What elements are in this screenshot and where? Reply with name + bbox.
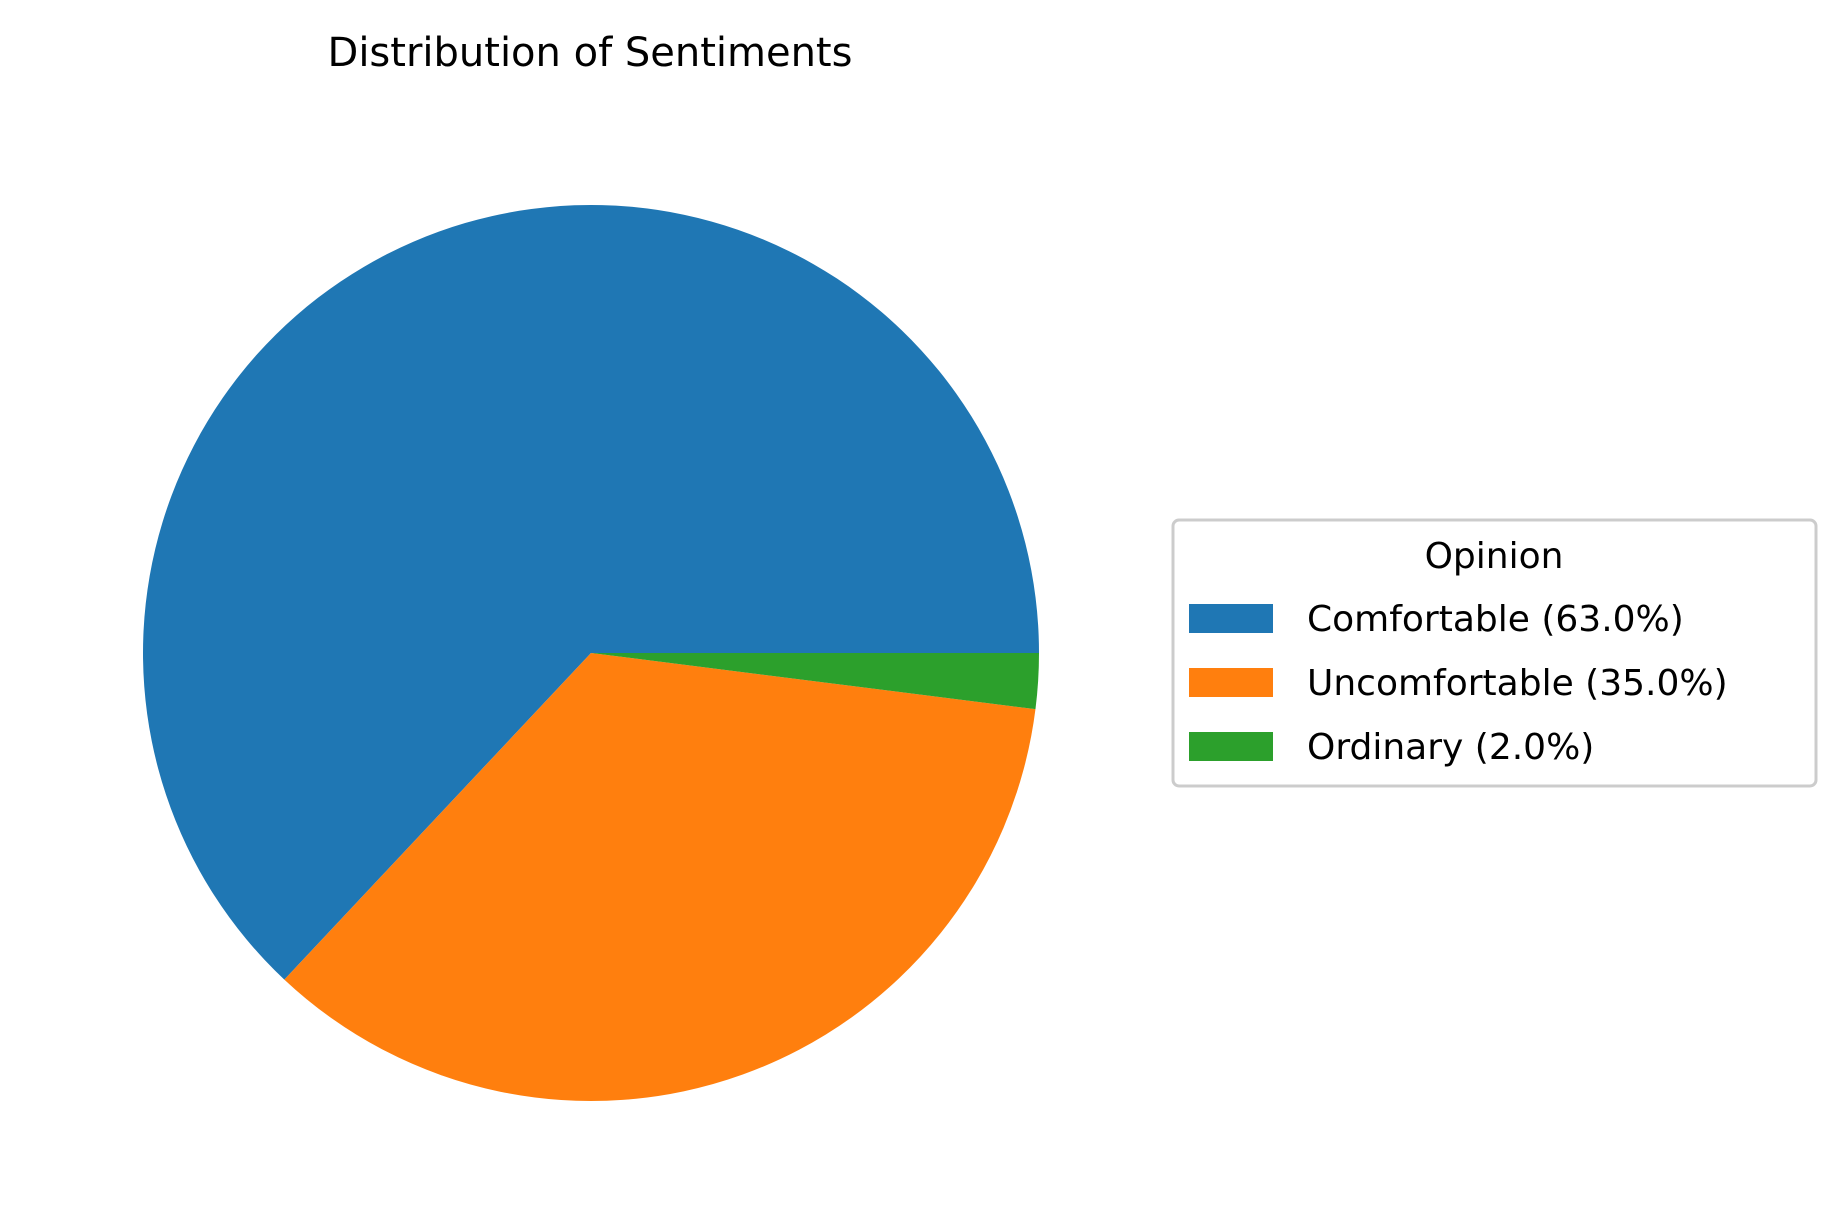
pie-slice-uncomfortable bbox=[284, 653, 1036, 1102]
legend-entries: Comfortable (63.0%) Uncomfortable (35.0%)… bbox=[1189, 599, 1728, 768]
legend: Opinion Comfortable (63.0%) Uncomfortable… bbox=[1171, 518, 1818, 788]
legend-swatch-comfortable bbox=[1189, 604, 1273, 633]
legend-swatch-uncomfortable bbox=[1189, 668, 1273, 697]
legend-label-comfortable: Comfortable (63.0%) bbox=[1307, 599, 1684, 640]
legend-label-uncomfortable: Uncomfortable (35.0%) bbox=[1307, 663, 1728, 704]
chart-title: Distribution of Sentiments bbox=[328, 30, 853, 76]
legend-swatch-ordinary bbox=[1189, 732, 1273, 761]
pie-slice-comfortable bbox=[142, 204, 1039, 980]
legend-label-ordinary: Ordinary (2.0%) bbox=[1307, 727, 1594, 768]
pie bbox=[142, 204, 1039, 1102]
legend-title: Opinion bbox=[1425, 536, 1564, 577]
pie-slice-ordinary bbox=[591, 653, 1039, 710]
legend-frame bbox=[1171, 518, 1818, 788]
